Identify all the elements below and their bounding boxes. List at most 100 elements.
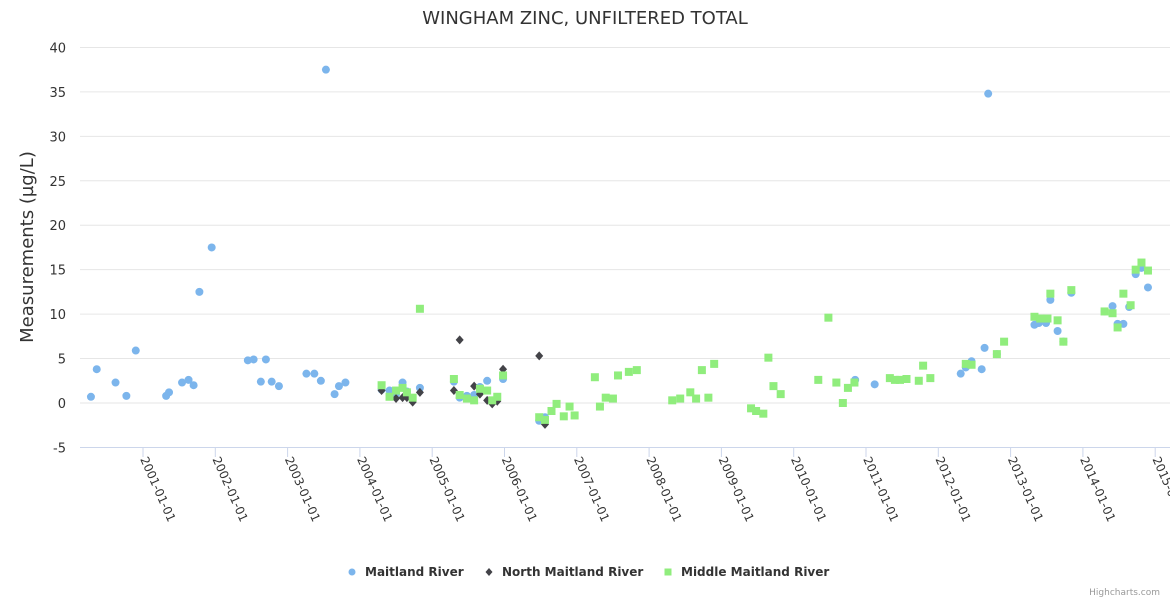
data-point[interactable] [595, 402, 604, 411]
data-point[interactable] [967, 360, 976, 369]
data-point[interactable] [1100, 307, 1109, 316]
data-point[interactable] [261, 355, 270, 364]
data-point[interactable] [1067, 286, 1076, 295]
data-point[interactable] [488, 396, 497, 405]
data-point[interactable] [902, 375, 911, 383]
data-point[interactable] [870, 380, 879, 389]
data-point[interactable] [1143, 266, 1152, 275]
data-point[interactable] [321, 65, 330, 74]
data-point[interactable] [926, 374, 935, 383]
data-point[interactable] [1046, 295, 1055, 304]
data-point[interactable] [668, 396, 677, 405]
data-point[interactable] [832, 378, 841, 387]
data-point[interactable] [341, 378, 350, 387]
data-point[interactable] [608, 394, 617, 403]
data-point[interactable] [207, 243, 216, 252]
data-point[interactable] [316, 376, 325, 385]
data-point[interactable] [455, 335, 464, 345]
data-point[interactable] [769, 382, 778, 391]
data-point[interactable] [475, 384, 484, 393]
data-point[interactable] [632, 366, 641, 375]
legend-item[interactable]: North Maitland River [485, 565, 644, 579]
data-point[interactable] [764, 353, 773, 362]
data-point[interactable] [1046, 289, 1055, 298]
data-point[interactable] [470, 396, 479, 405]
data-point[interactable] [885, 374, 894, 383]
data-point[interactable] [493, 392, 502, 401]
data-point[interactable] [547, 407, 556, 415]
data-point[interactable] [1053, 316, 1062, 325]
data-point[interactable] [415, 304, 424, 313]
data-point[interactable] [483, 376, 492, 385]
data-point[interactable] [398, 383, 407, 392]
data-point[interactable] [1053, 327, 1062, 335]
data-point[interactable] [256, 377, 265, 386]
data-point[interactable] [919, 361, 928, 370]
data-point[interactable] [624, 367, 633, 376]
data-point[interactable] [1036, 314, 1045, 323]
data-point[interactable] [697, 366, 706, 375]
data-point[interactable] [614, 371, 623, 380]
data-point[interactable] [676, 394, 685, 403]
data-point[interactable] [980, 343, 989, 352]
data-point[interactable] [455, 391, 464, 399]
data-point[interactable] [704, 393, 713, 402]
data-point[interactable] [165, 388, 174, 397]
data-point[interactable] [1119, 289, 1128, 298]
data-point[interactable] [914, 376, 923, 385]
data-point[interactable] [178, 378, 187, 387]
data-point[interactable] [195, 287, 204, 296]
data-point[interactable] [184, 375, 193, 384]
data-point[interactable] [415, 387, 424, 397]
data-point[interactable] [189, 381, 198, 390]
data-point[interactable] [850, 378, 859, 387]
data-point[interactable] [1043, 314, 1052, 323]
data-point[interactable] [984, 89, 993, 98]
data-point[interactable] [334, 382, 343, 391]
data-point[interactable] [686, 388, 695, 397]
data-point[interactable] [392, 394, 401, 404]
data-point[interactable] [1126, 301, 1135, 310]
credits-link[interactable]: Highcharts.com [1089, 588, 1160, 598]
data-point[interactable] [86, 392, 95, 401]
data-point[interactable] [1143, 283, 1152, 292]
data-point[interactable] [377, 381, 386, 390]
data-point[interactable] [956, 369, 965, 378]
data-point[interactable] [408, 393, 417, 402]
data-point[interactable] [559, 412, 568, 421]
data-point[interactable] [552, 399, 561, 408]
data-point[interactable] [1000, 337, 1009, 346]
data-point[interactable] [449, 375, 458, 383]
data-point[interactable] [776, 390, 785, 399]
data-point[interactable] [601, 393, 610, 402]
data-point[interactable] [131, 346, 140, 355]
data-point[interactable] [890, 375, 899, 384]
legend-item[interactable]: Maitland River [348, 565, 464, 579]
data-point[interactable] [895, 375, 904, 384]
data-point[interactable] [249, 355, 258, 364]
data-point[interactable] [843, 383, 852, 392]
data-point[interactable] [111, 378, 120, 387]
data-point[interactable] [824, 313, 833, 322]
data-point[interactable] [838, 399, 847, 407]
data-point[interactable] [1137, 258, 1146, 267]
data-point[interactable] [1030, 312, 1039, 321]
data-point[interactable] [992, 350, 1001, 359]
data-point[interactable] [402, 388, 411, 397]
data-point[interactable] [759, 409, 768, 418]
data-point[interactable] [385, 386, 394, 395]
data-point[interactable] [1108, 302, 1117, 311]
data-point[interactable] [752, 407, 761, 415]
data-point[interactable] [535, 413, 544, 422]
data-point[interactable] [122, 391, 131, 400]
data-point[interactable] [483, 386, 492, 395]
data-point[interactable] [747, 404, 756, 413]
data-point[interactable] [977, 365, 986, 374]
data-point[interactable] [385, 392, 394, 401]
data-point[interactable] [462, 394, 471, 403]
data-point[interactable] [392, 386, 401, 395]
data-point[interactable] [570, 411, 579, 420]
legend-item[interactable]: Middle Maitland River [664, 565, 830, 579]
data-point[interactable] [302, 369, 311, 378]
data-point[interactable] [1131, 265, 1140, 274]
